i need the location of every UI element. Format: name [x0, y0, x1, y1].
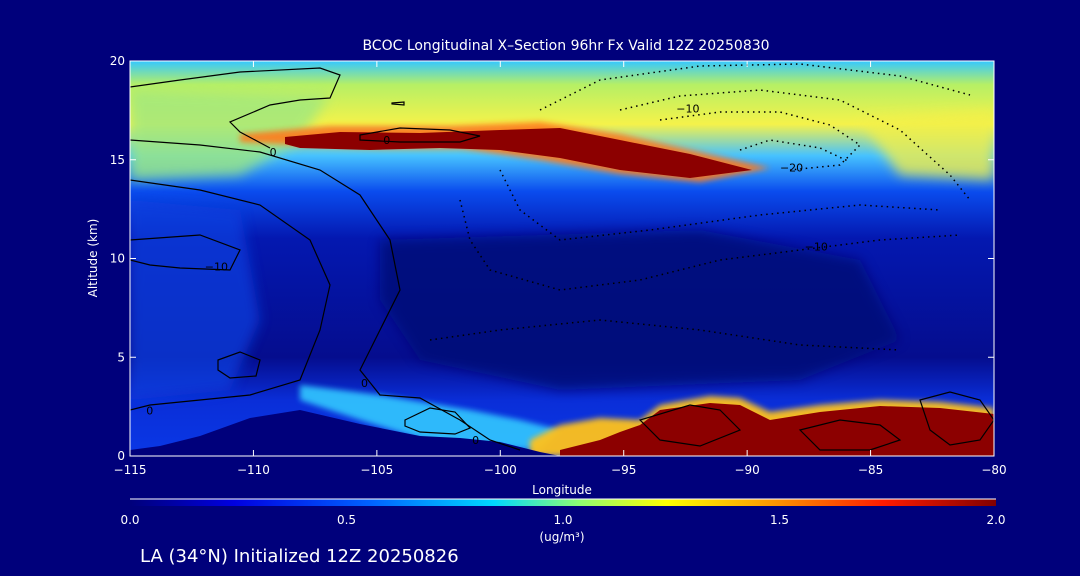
contour-label: 0: [146, 405, 153, 418]
contour-labels: 0 0 −10 0 0 0 −10 −20 −10: [146, 102, 828, 447]
contour-label: 0: [383, 134, 390, 147]
colorbar-tick-label: 0.0: [120, 513, 139, 527]
terrain: [130, 410, 560, 456]
y-tick-label: 5: [117, 350, 125, 364]
left-column-region: [130, 200, 260, 400]
y-tick-label: 0: [117, 449, 125, 463]
contour-label: −10: [805, 241, 828, 254]
x-tick-label: −115: [114, 463, 147, 477]
contour-label: 0: [361, 377, 368, 390]
upper-left-bright-region: [130, 90, 330, 180]
colorbar-tick-label: 1.0: [553, 513, 572, 527]
colorbar-ticks: 0.0 0.5 1.0 1.5 2.0: [120, 513, 1005, 527]
contour-label: 0: [472, 434, 479, 447]
chart-title: BCOC Longitudinal X–Section 96hr Fx Vali…: [362, 38, 769, 54]
x-axis-label: Longitude: [532, 483, 592, 497]
upper-plume: [240, 122, 770, 182]
plot-area: [130, 61, 994, 456]
colorbar: [130, 499, 996, 506]
contour-label: −10: [205, 260, 228, 273]
x-tick-label: −90: [734, 463, 759, 477]
contour-label: 0: [270, 146, 277, 159]
surface-plume: [530, 396, 994, 456]
y-tick-label: 10: [110, 252, 125, 266]
contour-label: −10: [676, 102, 699, 115]
x-tick-label: −105: [360, 463, 393, 477]
y-tick-label: 15: [110, 153, 125, 167]
colorbar-tick-label: 0.5: [337, 513, 356, 527]
x-tick-label: −85: [858, 463, 883, 477]
x-tick-label: −100: [484, 463, 517, 477]
right-upper-yellow-region: [860, 110, 994, 180]
contour-label: −20: [780, 162, 803, 175]
contour-lines: [130, 67, 994, 451]
x-tick-label: −80: [981, 463, 1006, 477]
surface-cyan-fringe: [300, 385, 560, 450]
mid-dark-region: [380, 230, 900, 390]
x-tick-label: −95: [611, 463, 636, 477]
colorbar-tick-label: 2.0: [986, 513, 1005, 527]
colorbar-tick-label: 1.5: [770, 513, 789, 527]
y-tick-label: 20: [110, 54, 125, 68]
colorbar-units: (ug/m³): [539, 530, 584, 544]
dotted-contour-lines: [429, 63, 971, 351]
y-axis-label: Altitude (km): [86, 219, 100, 298]
x-tick-label: −110: [237, 463, 270, 477]
footer-caption: LA (34°N) Initialized 12Z 20250826: [140, 546, 459, 567]
